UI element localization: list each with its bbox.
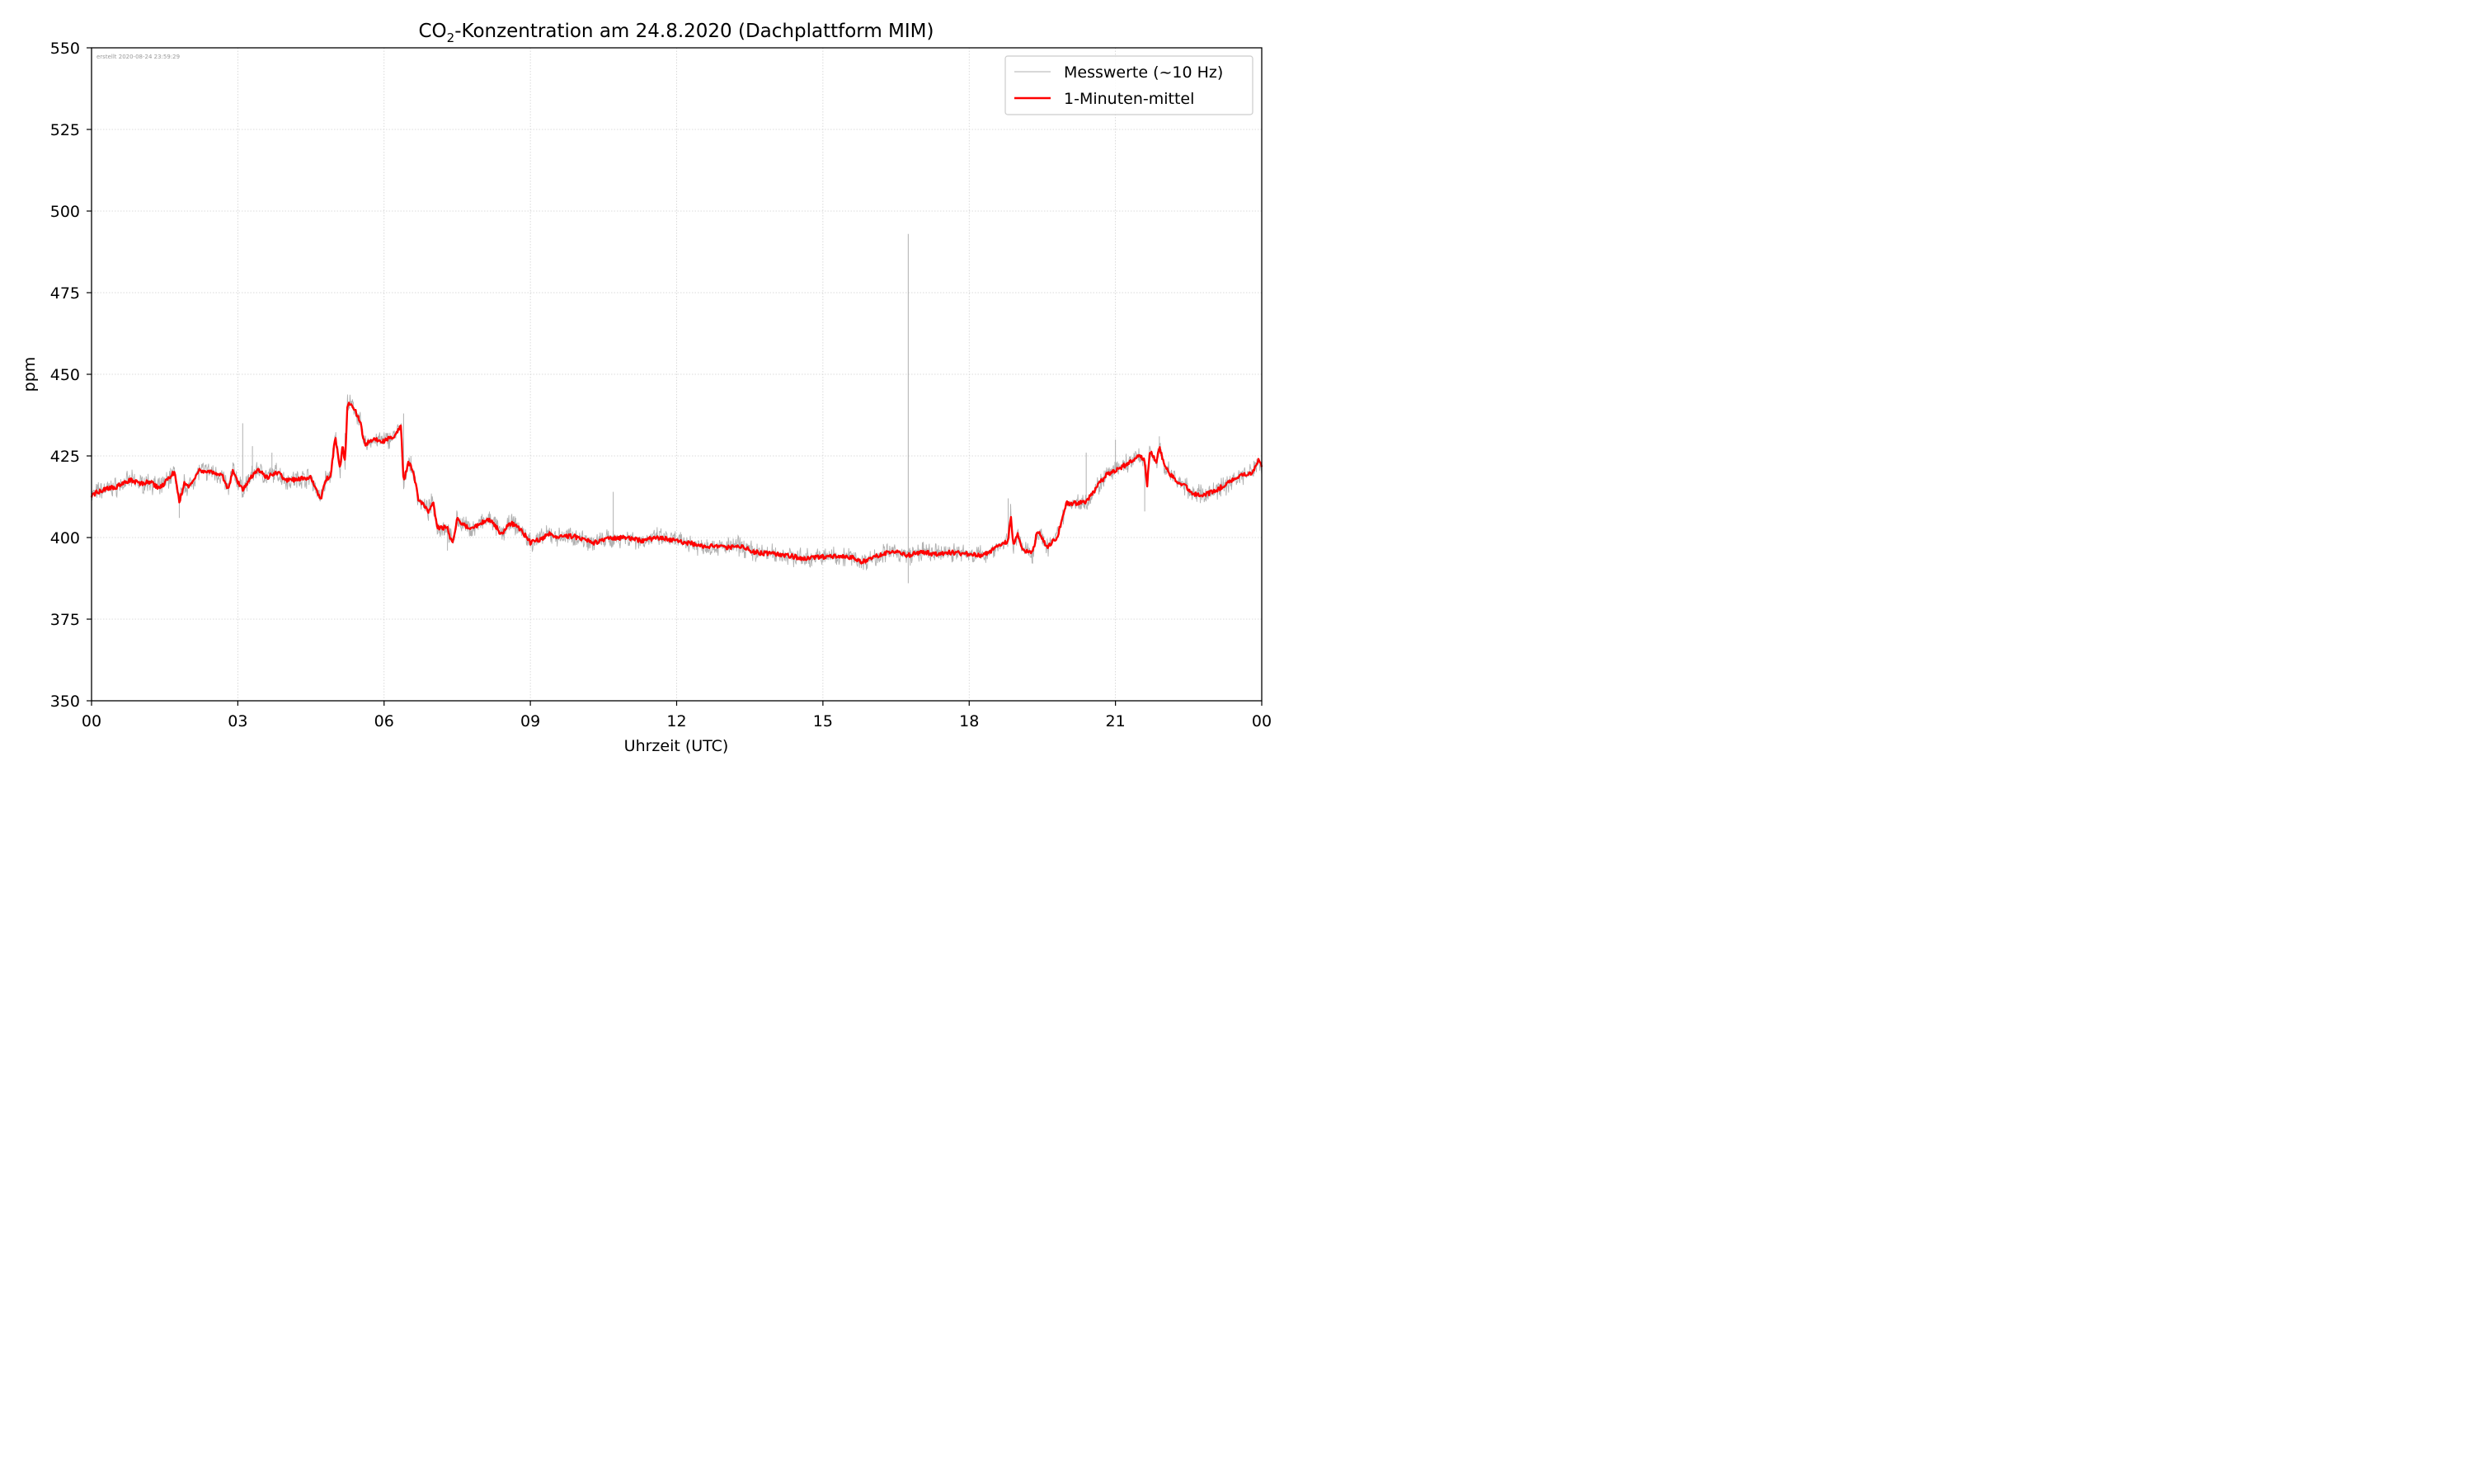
x-tick-label: 21 [1106, 712, 1126, 730]
y-axis: 350 375 400 425 450 475 500 525 550 [50, 40, 92, 711]
created-note: erstellt 2020-08-24 23:59:29 [96, 54, 180, 60]
y-tick-label: 400 [50, 529, 80, 547]
y-tick-label: 450 [50, 366, 80, 384]
y-axis-label: ppm [21, 357, 39, 392]
series-one-minute-mean [90, 402, 1263, 565]
y-tick-label: 550 [50, 40, 80, 58]
co2-chart: CO2-Konzentration am 24.8.2020 (Dachplat… [0, 0, 1286, 772]
x-tick-label: 09 [520, 712, 540, 730]
legend-label-mean: 1-Minuten-mittel [1064, 90, 1194, 108]
legend-label-raw: Messwerte (~10 Hz) [1064, 63, 1223, 82]
y-tick-label: 350 [50, 693, 80, 711]
x-axis-label: Uhrzeit (UTC) [624, 737, 729, 755]
y-tick-label: 500 [50, 203, 80, 221]
legend-box [1004, 55, 1253, 115]
one-minute-mean-line [90, 402, 1263, 565]
grid-lines [92, 48, 1262, 701]
y-tick-label: 425 [50, 448, 80, 466]
legend: Messwerte (~10 Hz) 1-Minuten-mittel [1004, 55, 1253, 115]
y-tick-label: 375 [50, 611, 80, 629]
x-axis: 00 03 06 09 12 15 18 21 00 [82, 701, 1272, 730]
x-tick-label: 00 [1252, 712, 1272, 730]
y-tick-label: 475 [50, 284, 80, 303]
x-tick-label: 15 [813, 712, 833, 730]
x-tick-label: 18 [959, 712, 979, 730]
x-tick-label: 06 [374, 712, 394, 730]
y-tick-label: 525 [50, 121, 80, 139]
x-tick-label: 03 [228, 712, 247, 730]
x-tick-label: 00 [82, 712, 101, 730]
chart-background [0, 0, 1286, 772]
x-tick-label: 12 [666, 712, 686, 730]
chart-title: CO2-Konzentration am 24.8.2020 (Dachplat… [418, 21, 934, 45]
